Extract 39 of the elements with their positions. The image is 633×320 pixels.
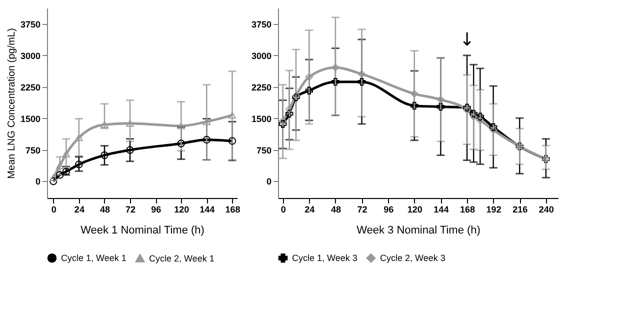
y-tick-label: 3750 [20, 19, 40, 30]
y-axis-title: Mean LNG Concentration (pg/mL) [6, 28, 18, 179]
x-tick-label: 120 [407, 204, 422, 214]
x-tick-label: 168 [225, 204, 240, 214]
y-tick-label: 1500 [20, 114, 40, 124]
x-tick-label: 48 [100, 204, 110, 214]
x-tick-label: 120 [174, 204, 190, 214]
x-tick-label: 192 [486, 204, 502, 214]
y-tick-label: 0 [35, 176, 40, 187]
legend-label: Cycle 1, Week 1 [61, 253, 126, 264]
legend-label: Cycle 2, Week 1 [149, 253, 214, 264]
x-axis-title: Week 1 Nominal Time (h) [80, 224, 204, 236]
x-tick-label: 168 [460, 204, 476, 214]
x-axis-title: Week 3 Nominal Time (h) [356, 224, 480, 236]
x-tick-label: 96 [151, 204, 162, 214]
y-tick-label: 750 [25, 145, 40, 156]
legend-label: Cycle 2, Week 3 [380, 253, 446, 264]
y-tick-label: 3750 [251, 19, 272, 30]
x-tick-label: 0 [280, 204, 286, 214]
y-tick-label: 3000 [20, 50, 40, 61]
y-tick-label: 2250 [20, 82, 40, 92]
legend-label: Cycle 1, Week 3 [292, 253, 358, 264]
x-tick-label: 24 [74, 204, 84, 214]
y-tick-label: 2250 [251, 82, 272, 92]
y-tick-label: 1500 [251, 114, 272, 124]
x-tick-label: 72 [126, 204, 136, 214]
annotation: ↓ [459, 29, 475, 50]
y-tick-label: 0 [266, 176, 272, 187]
x-tick-label: 72 [357, 204, 368, 214]
x-tick-label: 96 [384, 204, 394, 214]
y-tick-label: 750 [256, 145, 272, 156]
x-tick-label: 144 [434, 204, 449, 214]
x-tick-label: 144 [200, 204, 215, 214]
x-tick-label: 0 [51, 204, 56, 214]
y-tick-label: 3000 [251, 50, 272, 61]
x-tick-label: 24 [304, 204, 315, 214]
x-tick-label: 240 [538, 204, 554, 214]
x-tick-label: 216 [512, 204, 528, 214]
x-tick-label: 48 [330, 204, 341, 214]
